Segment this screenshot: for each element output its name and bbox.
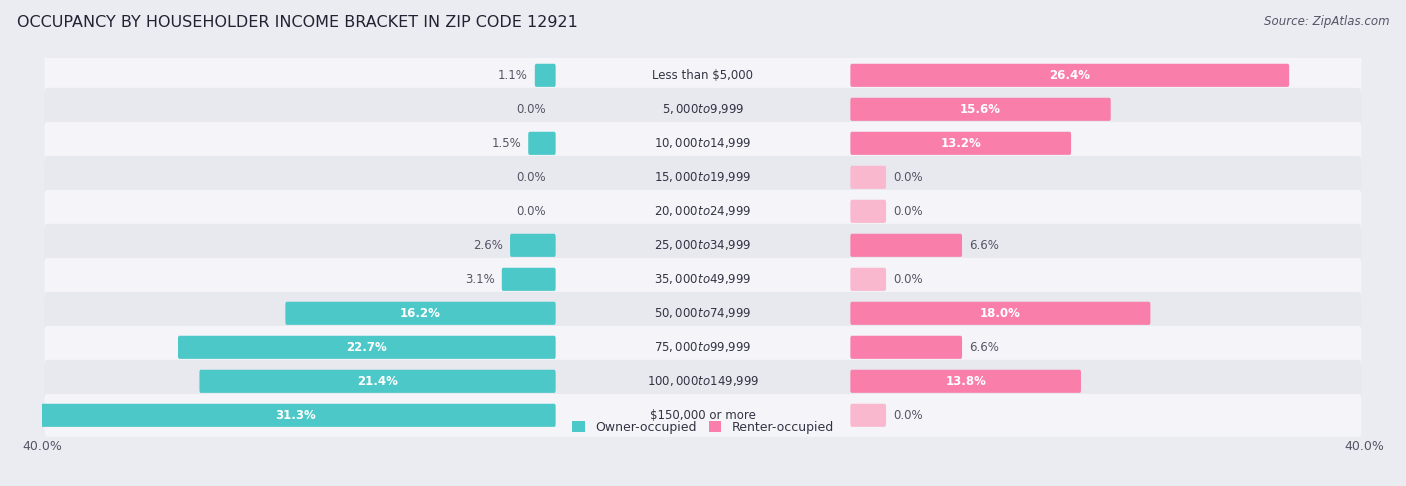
Text: 21.4%: 21.4% (357, 375, 398, 388)
Text: 15.6%: 15.6% (960, 103, 1001, 116)
FancyBboxPatch shape (851, 166, 886, 189)
FancyBboxPatch shape (45, 156, 1361, 199)
Text: 0.0%: 0.0% (893, 205, 922, 218)
FancyBboxPatch shape (851, 234, 962, 257)
FancyBboxPatch shape (179, 336, 555, 359)
Text: 6.6%: 6.6% (969, 341, 998, 354)
Text: 26.4%: 26.4% (1049, 69, 1090, 82)
FancyBboxPatch shape (45, 326, 1361, 369)
FancyBboxPatch shape (851, 336, 962, 359)
Text: $25,000 to $34,999: $25,000 to $34,999 (654, 238, 752, 252)
FancyBboxPatch shape (851, 370, 1081, 393)
Text: $15,000 to $19,999: $15,000 to $19,999 (654, 170, 752, 184)
FancyBboxPatch shape (529, 132, 555, 155)
FancyBboxPatch shape (45, 224, 1361, 267)
FancyBboxPatch shape (45, 292, 1361, 335)
Text: $20,000 to $24,999: $20,000 to $24,999 (654, 204, 752, 218)
Text: $10,000 to $14,999: $10,000 to $14,999 (654, 136, 752, 150)
Text: 2.6%: 2.6% (474, 239, 503, 252)
Text: $50,000 to $74,999: $50,000 to $74,999 (654, 306, 752, 320)
Text: 0.0%: 0.0% (516, 171, 546, 184)
FancyBboxPatch shape (200, 370, 555, 393)
FancyBboxPatch shape (851, 200, 886, 223)
FancyBboxPatch shape (45, 394, 1361, 437)
FancyBboxPatch shape (851, 98, 1111, 121)
FancyBboxPatch shape (851, 132, 1071, 155)
FancyBboxPatch shape (45, 258, 1361, 301)
FancyBboxPatch shape (45, 190, 1361, 233)
Text: 3.1%: 3.1% (465, 273, 495, 286)
Text: Source: ZipAtlas.com: Source: ZipAtlas.com (1264, 15, 1389, 28)
FancyBboxPatch shape (45, 88, 1361, 131)
Text: 1.1%: 1.1% (498, 69, 527, 82)
Text: Less than $5,000: Less than $5,000 (652, 69, 754, 82)
Text: 13.8%: 13.8% (945, 375, 986, 388)
FancyBboxPatch shape (851, 268, 886, 291)
Text: $100,000 to $149,999: $100,000 to $149,999 (647, 374, 759, 388)
FancyBboxPatch shape (285, 302, 555, 325)
FancyBboxPatch shape (851, 302, 1150, 325)
Text: $5,000 to $9,999: $5,000 to $9,999 (662, 103, 744, 116)
FancyBboxPatch shape (45, 122, 1361, 165)
Text: 1.5%: 1.5% (492, 137, 522, 150)
Text: 0.0%: 0.0% (893, 273, 922, 286)
Text: 13.2%: 13.2% (941, 137, 981, 150)
FancyBboxPatch shape (510, 234, 555, 257)
Text: 0.0%: 0.0% (516, 205, 546, 218)
Text: $150,000 or more: $150,000 or more (650, 409, 756, 422)
Text: 0.0%: 0.0% (516, 103, 546, 116)
Text: $35,000 to $49,999: $35,000 to $49,999 (654, 272, 752, 286)
FancyBboxPatch shape (502, 268, 555, 291)
Text: 18.0%: 18.0% (980, 307, 1021, 320)
Text: 6.6%: 6.6% (969, 239, 998, 252)
FancyBboxPatch shape (851, 404, 886, 427)
FancyBboxPatch shape (851, 64, 1289, 87)
Text: $75,000 to $99,999: $75,000 to $99,999 (654, 340, 752, 354)
Text: 22.7%: 22.7% (346, 341, 387, 354)
Text: 0.0%: 0.0% (893, 171, 922, 184)
FancyBboxPatch shape (37, 404, 555, 427)
Text: 31.3%: 31.3% (276, 409, 316, 422)
Legend: Owner-occupied, Renter-occupied: Owner-occupied, Renter-occupied (568, 416, 838, 439)
Text: OCCUPANCY BY HOUSEHOLDER INCOME BRACKET IN ZIP CODE 12921: OCCUPANCY BY HOUSEHOLDER INCOME BRACKET … (17, 15, 578, 30)
FancyBboxPatch shape (534, 64, 555, 87)
FancyBboxPatch shape (45, 54, 1361, 97)
FancyBboxPatch shape (45, 360, 1361, 403)
Text: 0.0%: 0.0% (893, 409, 922, 422)
Text: 16.2%: 16.2% (401, 307, 441, 320)
